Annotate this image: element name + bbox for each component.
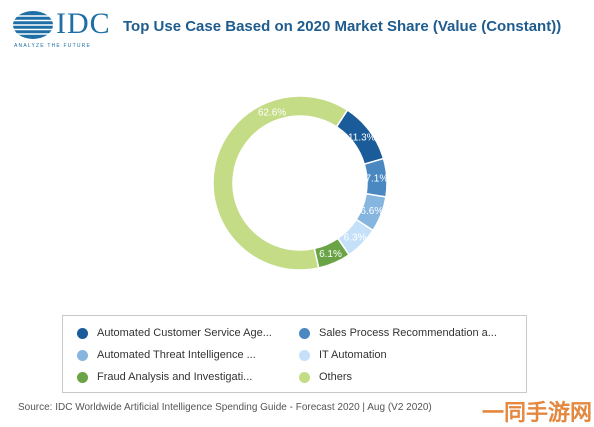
slice-label-4: 6.1% [319, 249, 342, 260]
slice-label-1: 7.1% [365, 174, 388, 185]
idc-logo: IDC ANALYZE THE FUTURE [12, 7, 117, 50]
legend-label: IT Automation [319, 349, 387, 361]
source-note: Source: IDC Worldwide Artificial Intelli… [18, 402, 432, 413]
legend-label: Automated Threat Intelligence ... [97, 349, 256, 361]
legend-label: Fraud Analysis and Investigati... [97, 371, 253, 383]
globe-icon [13, 11, 53, 39]
legend-label: Automated Customer Service Age... [97, 327, 272, 339]
legend-swatch [77, 349, 88, 361]
legend-item: Sales Process Recommendation a... [299, 325, 497, 341]
legend-label: Sales Process Recommendation a... [319, 327, 497, 339]
legend-label: Others [319, 371, 353, 383]
slice-label-2: 6.6% [360, 206, 383, 217]
legend-swatch [77, 371, 88, 383]
legend-item: Fraud Analysis and Investigati... [77, 369, 252, 385]
legend-swatch [77, 327, 88, 339]
legend-item: Automated Threat Intelligence ... [77, 347, 256, 363]
donut-chart: 11.3% 7.1% 6.6% 6.3%6.1% 62.6% [212, 95, 388, 271]
chart-legend: Automated Customer Service Age... Sales P… [62, 315, 527, 393]
legend-swatch [299, 371, 310, 383]
legend-swatch [299, 349, 310, 361]
logo-tagline: ANALYZE THE FUTURE [14, 43, 91, 49]
legend-item: Automated Customer Service Age... [77, 325, 272, 341]
legend-swatch [299, 327, 310, 339]
header: IDC ANALYZE THE FUTURE Top Use Case Base… [0, 0, 594, 60]
donut-slice-5 [212, 95, 349, 271]
legend-item: Others [299, 369, 352, 385]
logo-text: IDC [56, 7, 111, 40]
legend-item: IT Automation [299, 347, 387, 363]
chart-title: Top Use Case Based on 2020 Market Share … [123, 18, 562, 35]
slice-label-0: 11.3% [348, 133, 376, 144]
watermark: 一同手游网 [482, 400, 593, 425]
slice-label-3: 6.3% [344, 232, 367, 243]
slice-label-5: 62.6% [258, 108, 286, 119]
